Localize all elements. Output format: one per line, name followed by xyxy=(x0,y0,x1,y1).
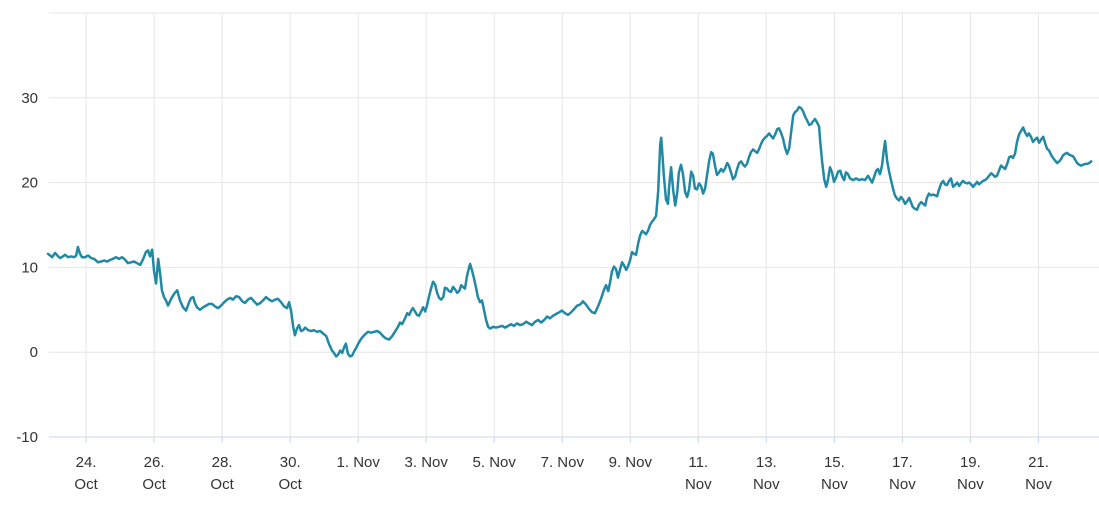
plot-area[interactable] xyxy=(49,0,1099,437)
x-axis-label: 26. xyxy=(144,454,165,471)
y-axis-label: -10 xyxy=(16,429,38,446)
x-axis-label: Nov xyxy=(685,476,712,493)
x-axis-label: 1. Nov xyxy=(337,454,381,471)
vertical-gridlines xyxy=(85,13,1039,437)
x-axis-label: Oct xyxy=(279,476,303,493)
x-axis-label: 28. xyxy=(212,454,233,471)
x-axis-label: 17. xyxy=(892,454,913,471)
x-axis-label: 7. Nov xyxy=(541,454,585,471)
y-axis-label: 30 xyxy=(21,90,38,107)
x-axis-label: Nov xyxy=(957,476,984,493)
x-axis-label: 15. xyxy=(824,454,845,471)
x-axis-label: 24. xyxy=(76,454,97,471)
x-axis-label: 30. xyxy=(280,454,301,471)
x-axis-label: Oct xyxy=(74,476,98,493)
x-axis-labels: 24. Oct 26. Oct 28. Oct 30. Oct 1. Nov 3. Nov 5. N… xyxy=(74,454,1052,493)
x-axis-label: 5. Nov xyxy=(473,454,517,471)
y-axis-label: 10 xyxy=(21,259,38,276)
x-axis-tick-marks xyxy=(85,437,1039,443)
y-axis-label: 0 xyxy=(30,344,38,361)
y-axis-label: 20 xyxy=(21,175,38,192)
x-axis-label: 21. xyxy=(1028,454,1049,471)
x-axis-label: Oct xyxy=(142,476,166,493)
x-axis-label: Nov xyxy=(821,476,848,493)
x-axis-label: Nov xyxy=(1025,476,1052,493)
x-axis-label: 11. xyxy=(688,454,708,471)
x-axis-label: Nov xyxy=(889,476,916,493)
x-axis-label: Nov xyxy=(753,476,780,493)
x-axis-label: 19. xyxy=(960,454,981,471)
x-axis-label: 13. xyxy=(756,454,777,471)
y-axis-labels: 30 20 10 0 -10 xyxy=(16,90,38,446)
x-axis-label: 3. Nov xyxy=(405,454,449,471)
x-axis-label: 9. Nov xyxy=(609,454,653,471)
series-line[interactable] xyxy=(46,105,1093,358)
x-axis-label: Oct xyxy=(210,476,234,493)
